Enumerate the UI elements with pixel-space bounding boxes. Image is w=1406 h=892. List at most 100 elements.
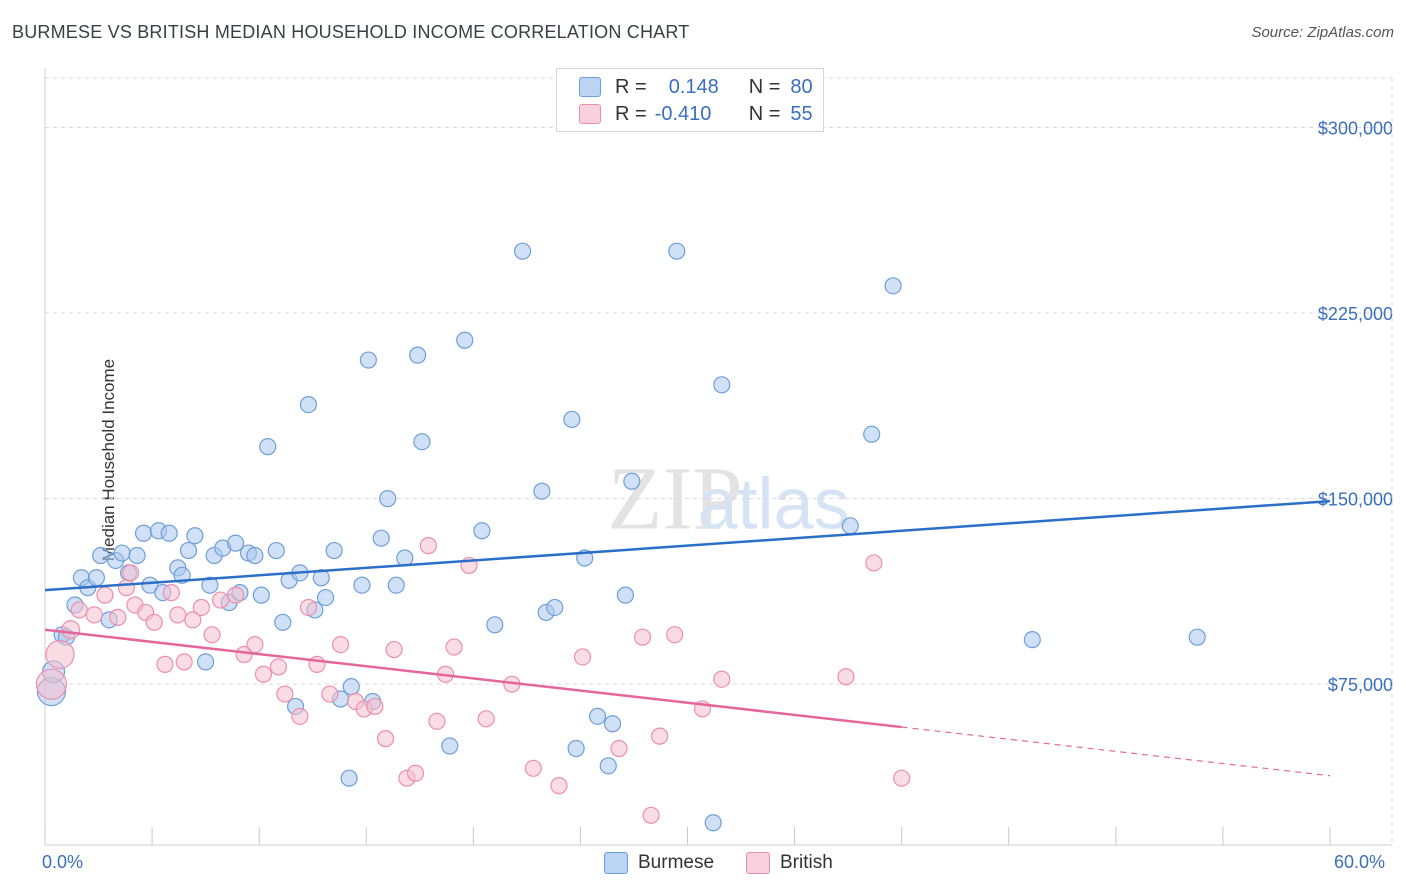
british-point xyxy=(156,655,174,673)
burmese-point xyxy=(274,613,292,631)
british-point xyxy=(169,606,187,624)
british-point xyxy=(35,668,68,700)
legend-r-burmese: 0.148 xyxy=(668,75,719,98)
burmese-point xyxy=(623,472,641,490)
x-tick-max: 60.0% xyxy=(1334,852,1386,872)
burmese-point xyxy=(186,527,204,545)
legend-r-british: -0.410 xyxy=(654,102,712,125)
british-point xyxy=(175,653,193,671)
british-point xyxy=(96,586,114,604)
burmese-point xyxy=(456,331,474,349)
burmese-point xyxy=(353,576,371,594)
burmese-point xyxy=(134,524,153,542)
burmese-point xyxy=(197,653,215,671)
series-swatch-british xyxy=(746,852,770,874)
burmese-point xyxy=(713,376,731,394)
burmese-point xyxy=(603,715,622,733)
british-point xyxy=(651,727,669,745)
y-tick-label: $150,000 xyxy=(1318,490,1393,510)
burmese-point xyxy=(599,757,617,775)
series-name-british: British xyxy=(780,852,833,873)
british-point xyxy=(61,620,81,640)
burmese-point xyxy=(252,586,270,604)
british-point xyxy=(406,764,425,782)
british-point xyxy=(477,710,495,728)
british-point xyxy=(419,537,437,555)
british-point xyxy=(445,638,463,656)
british-point xyxy=(524,759,542,777)
british-point xyxy=(331,635,350,654)
british-point xyxy=(276,685,294,703)
british-point xyxy=(299,598,318,617)
british-point xyxy=(550,777,568,795)
burmese-point xyxy=(513,242,532,260)
british-point xyxy=(610,739,628,758)
british-point xyxy=(573,648,592,666)
legend-swatch-burmese xyxy=(579,77,601,97)
legend-row-british: R = -0.410 N = 55 xyxy=(557,101,813,127)
burmese-point xyxy=(259,438,277,456)
burmese-point xyxy=(160,524,178,542)
burmese-point xyxy=(179,541,198,560)
burmese-point xyxy=(841,517,859,535)
burmese-point xyxy=(267,541,285,560)
british-point xyxy=(865,554,883,572)
british-point xyxy=(203,626,221,644)
british-point xyxy=(642,806,660,824)
watermark-atlas: atlas xyxy=(698,465,850,545)
burmese-point xyxy=(113,544,131,562)
burmese-point xyxy=(299,395,318,414)
burmese-point xyxy=(533,482,551,500)
burmese-point xyxy=(546,598,564,617)
legend-r-label: R = xyxy=(615,102,647,125)
british-point xyxy=(70,601,88,619)
british-point xyxy=(366,697,384,716)
burmese-point xyxy=(441,737,459,755)
british-point xyxy=(109,608,127,626)
burmese-point xyxy=(616,586,634,604)
burmese-trend-line xyxy=(44,499,1331,592)
source-note: Source: ZipAtlas.com xyxy=(1251,24,1394,41)
british-point xyxy=(269,658,288,676)
x-tick-min: 0.0% xyxy=(42,852,84,872)
burmese-point xyxy=(342,678,360,696)
british-point xyxy=(385,640,403,659)
burmese-point xyxy=(567,739,585,758)
british-point xyxy=(122,564,140,582)
british-point xyxy=(246,635,264,654)
british-point xyxy=(145,613,163,631)
british-point xyxy=(893,769,911,787)
legend-swatch-british xyxy=(579,104,601,124)
british-point xyxy=(162,584,180,602)
british-point xyxy=(837,668,855,686)
legend-row-burmese: R = 0.148 N = 80 xyxy=(557,74,813,100)
british-point xyxy=(713,670,731,688)
burmese-point xyxy=(316,588,335,607)
y-tick-label: $300,000 xyxy=(1318,118,1393,138)
burmese-point xyxy=(486,616,504,634)
burmese-point xyxy=(473,522,491,540)
burmese-point xyxy=(387,576,405,594)
british-trend-extension xyxy=(901,726,1331,777)
british-point xyxy=(184,611,202,629)
burmese-point xyxy=(1188,628,1206,646)
y-tick-label: $225,000 xyxy=(1318,304,1393,324)
burmese-point xyxy=(227,534,245,552)
burmese-point xyxy=(563,410,581,429)
burmese-point xyxy=(141,576,159,594)
burmese-point xyxy=(704,814,722,832)
legend-r-label: R = xyxy=(615,75,647,98)
british-point xyxy=(254,665,273,683)
british-point xyxy=(117,579,135,597)
series-name-burmese: Burmese xyxy=(638,852,715,873)
british-point xyxy=(212,591,230,609)
burmese-point xyxy=(372,529,390,547)
correlation-legend: R = 0.148 N = 80 R = -0.410 N = 55 xyxy=(556,68,824,132)
legend-n-british: 55 xyxy=(790,102,813,125)
burmese-point xyxy=(588,707,607,725)
burmese-point xyxy=(884,277,902,295)
burmese-point xyxy=(863,425,881,443)
burmese-point xyxy=(413,433,431,451)
legend-n-label: N = xyxy=(748,75,781,98)
